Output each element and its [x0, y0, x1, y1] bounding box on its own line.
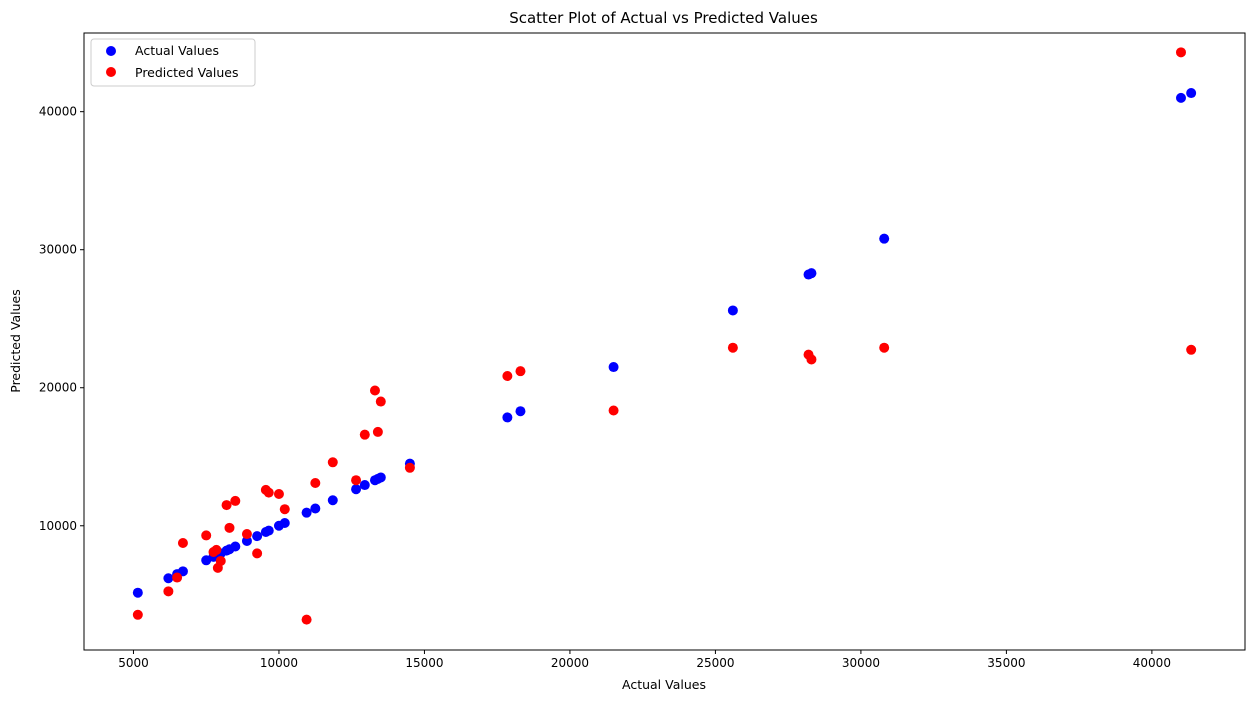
- point-predicted: [241, 529, 252, 540]
- point-actual: [310, 503, 321, 514]
- x-tick-label: 20000: [551, 656, 589, 670]
- y-axis-ticks: 10000 20000 30000 40000: [39, 105, 84, 533]
- x-tick-label: 5000: [118, 656, 149, 670]
- point-predicted: [279, 504, 290, 515]
- point-actual: [132, 587, 143, 598]
- y-tick-label: 40000: [39, 105, 77, 119]
- point-predicted: [608, 405, 619, 416]
- point-actual: [230, 541, 241, 552]
- chart-title: Scatter Plot of Actual vs Predicted Valu…: [509, 9, 818, 27]
- point-predicted: [359, 429, 370, 440]
- point-predicted: [177, 538, 188, 549]
- point-predicted: [369, 385, 380, 396]
- point-predicted: [515, 366, 526, 377]
- data-points: [132, 47, 1197, 625]
- y-tick-label: 30000: [39, 243, 77, 257]
- legend-box: [90, 38, 256, 87]
- point-predicted: [132, 609, 143, 620]
- point-predicted: [372, 426, 383, 437]
- point-actual: [806, 268, 817, 279]
- y-axis-label: Predicted Values: [8, 289, 23, 393]
- point-predicted: [351, 475, 362, 486]
- legend-label-predicted: Predicted Values: [135, 65, 239, 80]
- point-predicted: [1186, 344, 1197, 355]
- point-actual: [301, 507, 312, 518]
- point-actual: [263, 525, 274, 536]
- point-predicted: [727, 342, 738, 353]
- x-tick-label: 10000: [260, 656, 298, 670]
- point-predicted: [263, 487, 274, 498]
- legend-label-actual: Actual Values: [135, 43, 219, 58]
- point-predicted: [215, 555, 226, 566]
- point-actual: [1186, 88, 1197, 99]
- point-actual: [727, 305, 738, 316]
- point-predicted: [301, 614, 312, 625]
- point-predicted: [806, 354, 817, 365]
- point-predicted: [211, 544, 222, 555]
- point-actual: [252, 531, 263, 542]
- point-actual: [241, 535, 252, 546]
- point-predicted: [221, 500, 232, 511]
- point-predicted: [273, 489, 284, 500]
- x-tick-label: 30000: [842, 656, 880, 670]
- point-predicted: [252, 548, 263, 559]
- point-actual: [502, 412, 513, 423]
- point-predicted: [163, 586, 174, 597]
- x-tick-label: 35000: [987, 656, 1025, 670]
- point-predicted: [230, 495, 241, 506]
- point-predicted: [1175, 47, 1186, 58]
- point-actual: [515, 406, 526, 417]
- x-tick-label: 15000: [405, 656, 443, 670]
- point-predicted: [404, 462, 415, 473]
- plot-area-frame: [83, 32, 1246, 651]
- legend: Actual Values Predicted Values: [90, 38, 256, 87]
- point-predicted: [201, 530, 212, 541]
- point-predicted: [224, 522, 235, 533]
- point-actual: [279, 518, 290, 529]
- point-predicted: [310, 477, 321, 488]
- y-tick-label: 10000: [39, 519, 77, 533]
- point-actual: [351, 484, 362, 495]
- x-axis-label: Actual Values: [622, 677, 706, 692]
- point-predicted: [502, 371, 513, 382]
- point-actual: [879, 233, 890, 244]
- legend-marker-predicted: [106, 67, 116, 77]
- point-actual: [327, 495, 338, 506]
- point-predicted: [375, 396, 386, 407]
- point-predicted: [172, 572, 183, 583]
- x-tick-label: 40000: [1133, 656, 1171, 670]
- point-predicted: [879, 342, 890, 353]
- point-actual: [608, 362, 619, 373]
- point-actual: [375, 472, 386, 483]
- y-tick-label: 20000: [39, 381, 77, 395]
- point-predicted: [327, 457, 338, 468]
- legend-marker-actual: [106, 46, 116, 56]
- point-actual: [163, 573, 174, 584]
- point-actual: [1175, 92, 1186, 103]
- point-actual: [359, 480, 370, 491]
- x-axis-ticks: 5000 10000 15000 20000 25000 30000 35000 40000: [118, 650, 1171, 670]
- x-tick-label: 25000: [696, 656, 734, 670]
